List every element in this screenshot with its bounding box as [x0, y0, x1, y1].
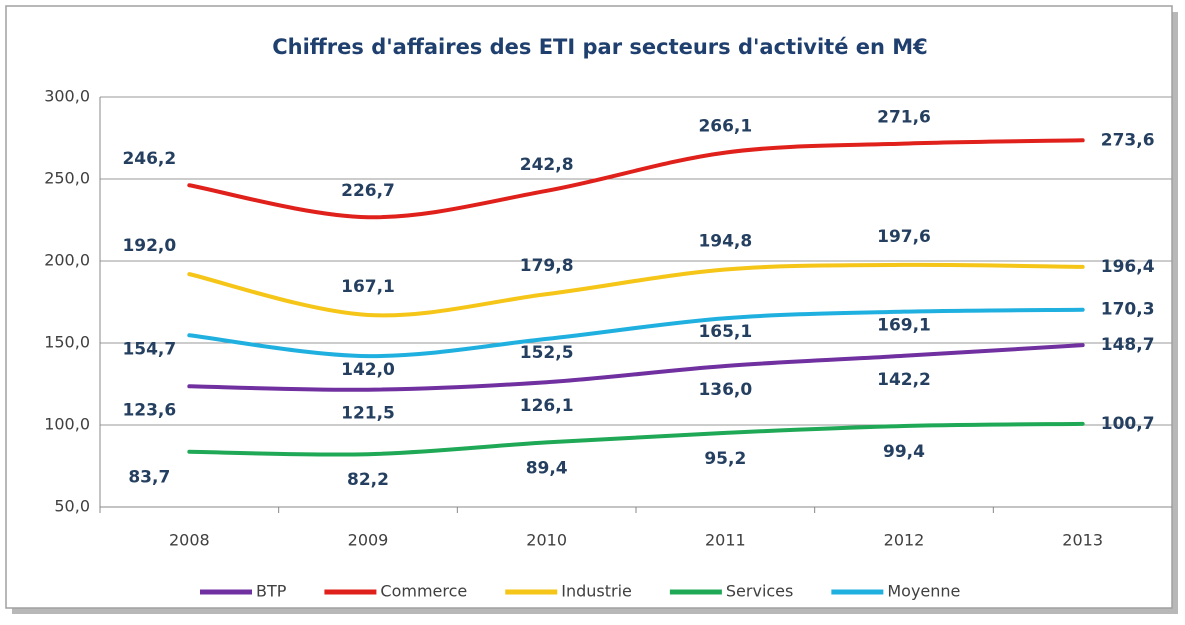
- data-label: 148,7: [1101, 335, 1155, 355]
- data-label: 170,3: [1101, 300, 1155, 320]
- data-label: 246,2: [122, 149, 176, 169]
- data-label: 196,4: [1101, 257, 1155, 277]
- data-label: 95,2: [704, 449, 746, 469]
- y-tick-label: 300,0: [44, 87, 90, 106]
- legend-label: Moyenne: [887, 582, 960, 601]
- chart-title: Chiffres d'affaires des ETI par secteurs…: [272, 35, 928, 59]
- data-label: 197,6: [877, 227, 931, 247]
- x-tick-label: 2011: [705, 531, 746, 550]
- data-label: 242,8: [520, 155, 574, 175]
- line: [187, 307, 1085, 359]
- data-label: 82,2: [347, 470, 389, 490]
- data-label: 99,4: [883, 442, 925, 462]
- y-tick-label: 200,0: [44, 251, 90, 270]
- y-tick-label: 100,0: [44, 415, 90, 434]
- data-label: 123,6: [122, 400, 176, 420]
- data-label: 273,6: [1101, 130, 1155, 150]
- data-label: 136,0: [698, 380, 752, 400]
- data-label: 165,1: [698, 322, 752, 342]
- x-tick-label: 2013: [1062, 531, 1103, 550]
- line: [187, 343, 1085, 392]
- data-label: 126,1: [520, 396, 574, 416]
- y-tick-label: 150,0: [44, 333, 90, 352]
- data-label: 167,1: [341, 277, 395, 297]
- data-label: 266,1: [698, 117, 752, 137]
- data-label: 194,8: [698, 232, 752, 252]
- legend-label: Commerce: [380, 582, 467, 601]
- legend-label: BTP: [256, 582, 287, 601]
- y-tick-label: 250,0: [44, 169, 90, 188]
- data-label: 179,8: [520, 256, 574, 276]
- line: [187, 421, 1085, 457]
- x-tick-label: 2009: [348, 531, 389, 550]
- data-label: 100,7: [1101, 414, 1155, 434]
- data-label: 169,1: [877, 316, 931, 336]
- data-label: 142,2: [877, 370, 931, 390]
- frame: [5, 5, 1173, 609]
- data-label: 271,6: [877, 108, 931, 128]
- line: [187, 262, 1085, 318]
- data-label: 226,7: [341, 181, 395, 201]
- x-tick-label: 2008: [169, 531, 210, 550]
- x-tick-label: 2012: [884, 531, 925, 550]
- data-label: 121,5: [341, 404, 395, 424]
- x-tick-label: 2010: [526, 531, 567, 550]
- data-label: 152,5: [520, 343, 574, 363]
- data-label: 192,0: [122, 236, 176, 256]
- legend-label: Services: [726, 582, 793, 601]
- data-label: 89,4: [526, 458, 568, 478]
- data-label: 142,0: [341, 360, 395, 380]
- legend-label: Industrie: [561, 582, 632, 601]
- data-label: 154,7: [122, 339, 176, 359]
- line: [187, 138, 1085, 220]
- data-label: 83,7: [128, 468, 170, 488]
- y-tick-label: 50,0: [54, 497, 90, 516]
